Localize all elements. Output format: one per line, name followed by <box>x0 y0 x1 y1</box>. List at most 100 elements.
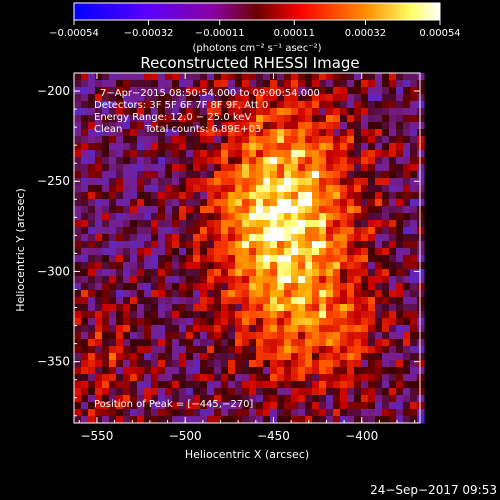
heatmap-cell <box>137 157 145 165</box>
heatmap-cell <box>417 80 425 88</box>
heatmap-cell <box>263 248 271 256</box>
heatmap-cell <box>193 269 201 277</box>
heatmap-cell <box>144 213 152 221</box>
heatmap-cell <box>417 178 425 186</box>
heatmap-cell <box>354 311 362 319</box>
heatmap-cell <box>109 206 117 214</box>
heatmap-cell <box>81 192 89 200</box>
heatmap-cell <box>151 73 159 81</box>
heatmap-cell <box>396 234 404 242</box>
heatmap-cell <box>158 122 166 130</box>
heatmap-cell <box>263 269 271 277</box>
heatmap-cell <box>95 255 103 263</box>
heatmap-cell <box>137 381 145 389</box>
heatmap-cell <box>151 346 159 354</box>
heatmap-cell <box>186 311 194 319</box>
heatmap-cell <box>193 255 201 263</box>
heatmap-cell <box>319 318 327 326</box>
heatmap-cell <box>137 227 145 235</box>
heatmap-cell <box>284 73 292 81</box>
heatmap-cell <box>361 283 369 291</box>
heatmap-cell <box>284 150 292 158</box>
heatmap-cell <box>319 129 327 137</box>
heatmap-cell <box>319 241 327 249</box>
heatmap-cell <box>305 297 313 305</box>
heatmap-cell <box>137 220 145 228</box>
heatmap-cell <box>305 73 313 81</box>
heatmap-cell <box>214 402 222 410</box>
heatmap-cell <box>95 276 103 284</box>
heatmap-cell <box>333 73 341 81</box>
heatmap-cell <box>235 248 243 256</box>
heatmap-cell <box>179 360 187 368</box>
heatmap-cell <box>270 199 278 207</box>
heatmap-cell <box>200 143 208 151</box>
heatmap-cell <box>123 297 131 305</box>
heatmap-cell <box>291 94 299 102</box>
heatmap-cell <box>326 157 334 165</box>
heatmap-cell <box>396 164 404 172</box>
heatmap-cell <box>109 346 117 354</box>
heatmap-cell <box>102 171 110 179</box>
heatmap-cell <box>256 374 264 382</box>
heatmap-cell <box>319 346 327 354</box>
heatmap-cell <box>130 311 138 319</box>
heatmap-cell <box>88 409 96 417</box>
heatmap-cell <box>333 80 341 88</box>
heatmap-cell <box>263 136 271 144</box>
heatmap-cell <box>417 115 425 123</box>
heatmap-cell <box>207 108 215 116</box>
heatmap-cell <box>235 80 243 88</box>
heatmap-cell <box>305 346 313 354</box>
heatmap-cell <box>375 388 383 396</box>
heatmap-cell <box>193 87 201 95</box>
heatmap-cell <box>137 346 145 354</box>
heatmap-cell <box>354 108 362 116</box>
heatmap-cell <box>123 339 131 347</box>
heatmap-cell <box>221 143 229 151</box>
heatmap-cell <box>354 346 362 354</box>
heatmap-cell <box>389 290 397 298</box>
heatmap-cell <box>375 297 383 305</box>
heatmap-cell <box>298 346 306 354</box>
heatmap-cell <box>172 276 180 284</box>
heatmap-cell <box>291 395 299 403</box>
heatmap-cell <box>298 192 306 200</box>
heatmap-cell <box>74 346 82 354</box>
heatmap-cell <box>417 192 425 200</box>
heatmap-cell <box>312 234 320 242</box>
heatmap-cell <box>305 360 313 368</box>
heatmap-cell <box>95 332 103 340</box>
heatmap-cell <box>144 276 152 284</box>
heatmap-cell <box>305 115 313 123</box>
heatmap-cell <box>403 157 411 165</box>
heatmap-cell <box>130 150 138 158</box>
heatmap-cell <box>158 374 166 382</box>
heatmap-cell <box>228 80 236 88</box>
heatmap-cell <box>277 157 285 165</box>
heatmap-cell <box>396 80 404 88</box>
heatmap-cell <box>228 381 236 389</box>
heatmap-cell <box>389 339 397 347</box>
heatmap-cell <box>144 283 152 291</box>
heatmap-cell <box>333 220 341 228</box>
heatmap-cell <box>221 115 229 123</box>
heatmap-cell <box>256 276 264 284</box>
heatmap-cell <box>123 402 131 410</box>
heatmap-cell <box>277 234 285 242</box>
heatmap-cell <box>354 136 362 144</box>
heatmap-cell <box>319 199 327 207</box>
heatmap-cell <box>396 255 404 263</box>
heatmap-cell <box>109 374 117 382</box>
heatmap-cell <box>207 234 215 242</box>
heatmap-cell <box>228 269 236 277</box>
heatmap-cell <box>389 367 397 375</box>
heatmap-cell <box>417 129 425 137</box>
heatmap-cell <box>298 108 306 116</box>
heatmap-cell <box>368 80 376 88</box>
heatmap-cell <box>347 213 355 221</box>
heatmap-cell <box>354 171 362 179</box>
heatmap-cell <box>116 136 124 144</box>
heatmap-cell <box>95 304 103 312</box>
heatmap-cell <box>249 325 257 333</box>
